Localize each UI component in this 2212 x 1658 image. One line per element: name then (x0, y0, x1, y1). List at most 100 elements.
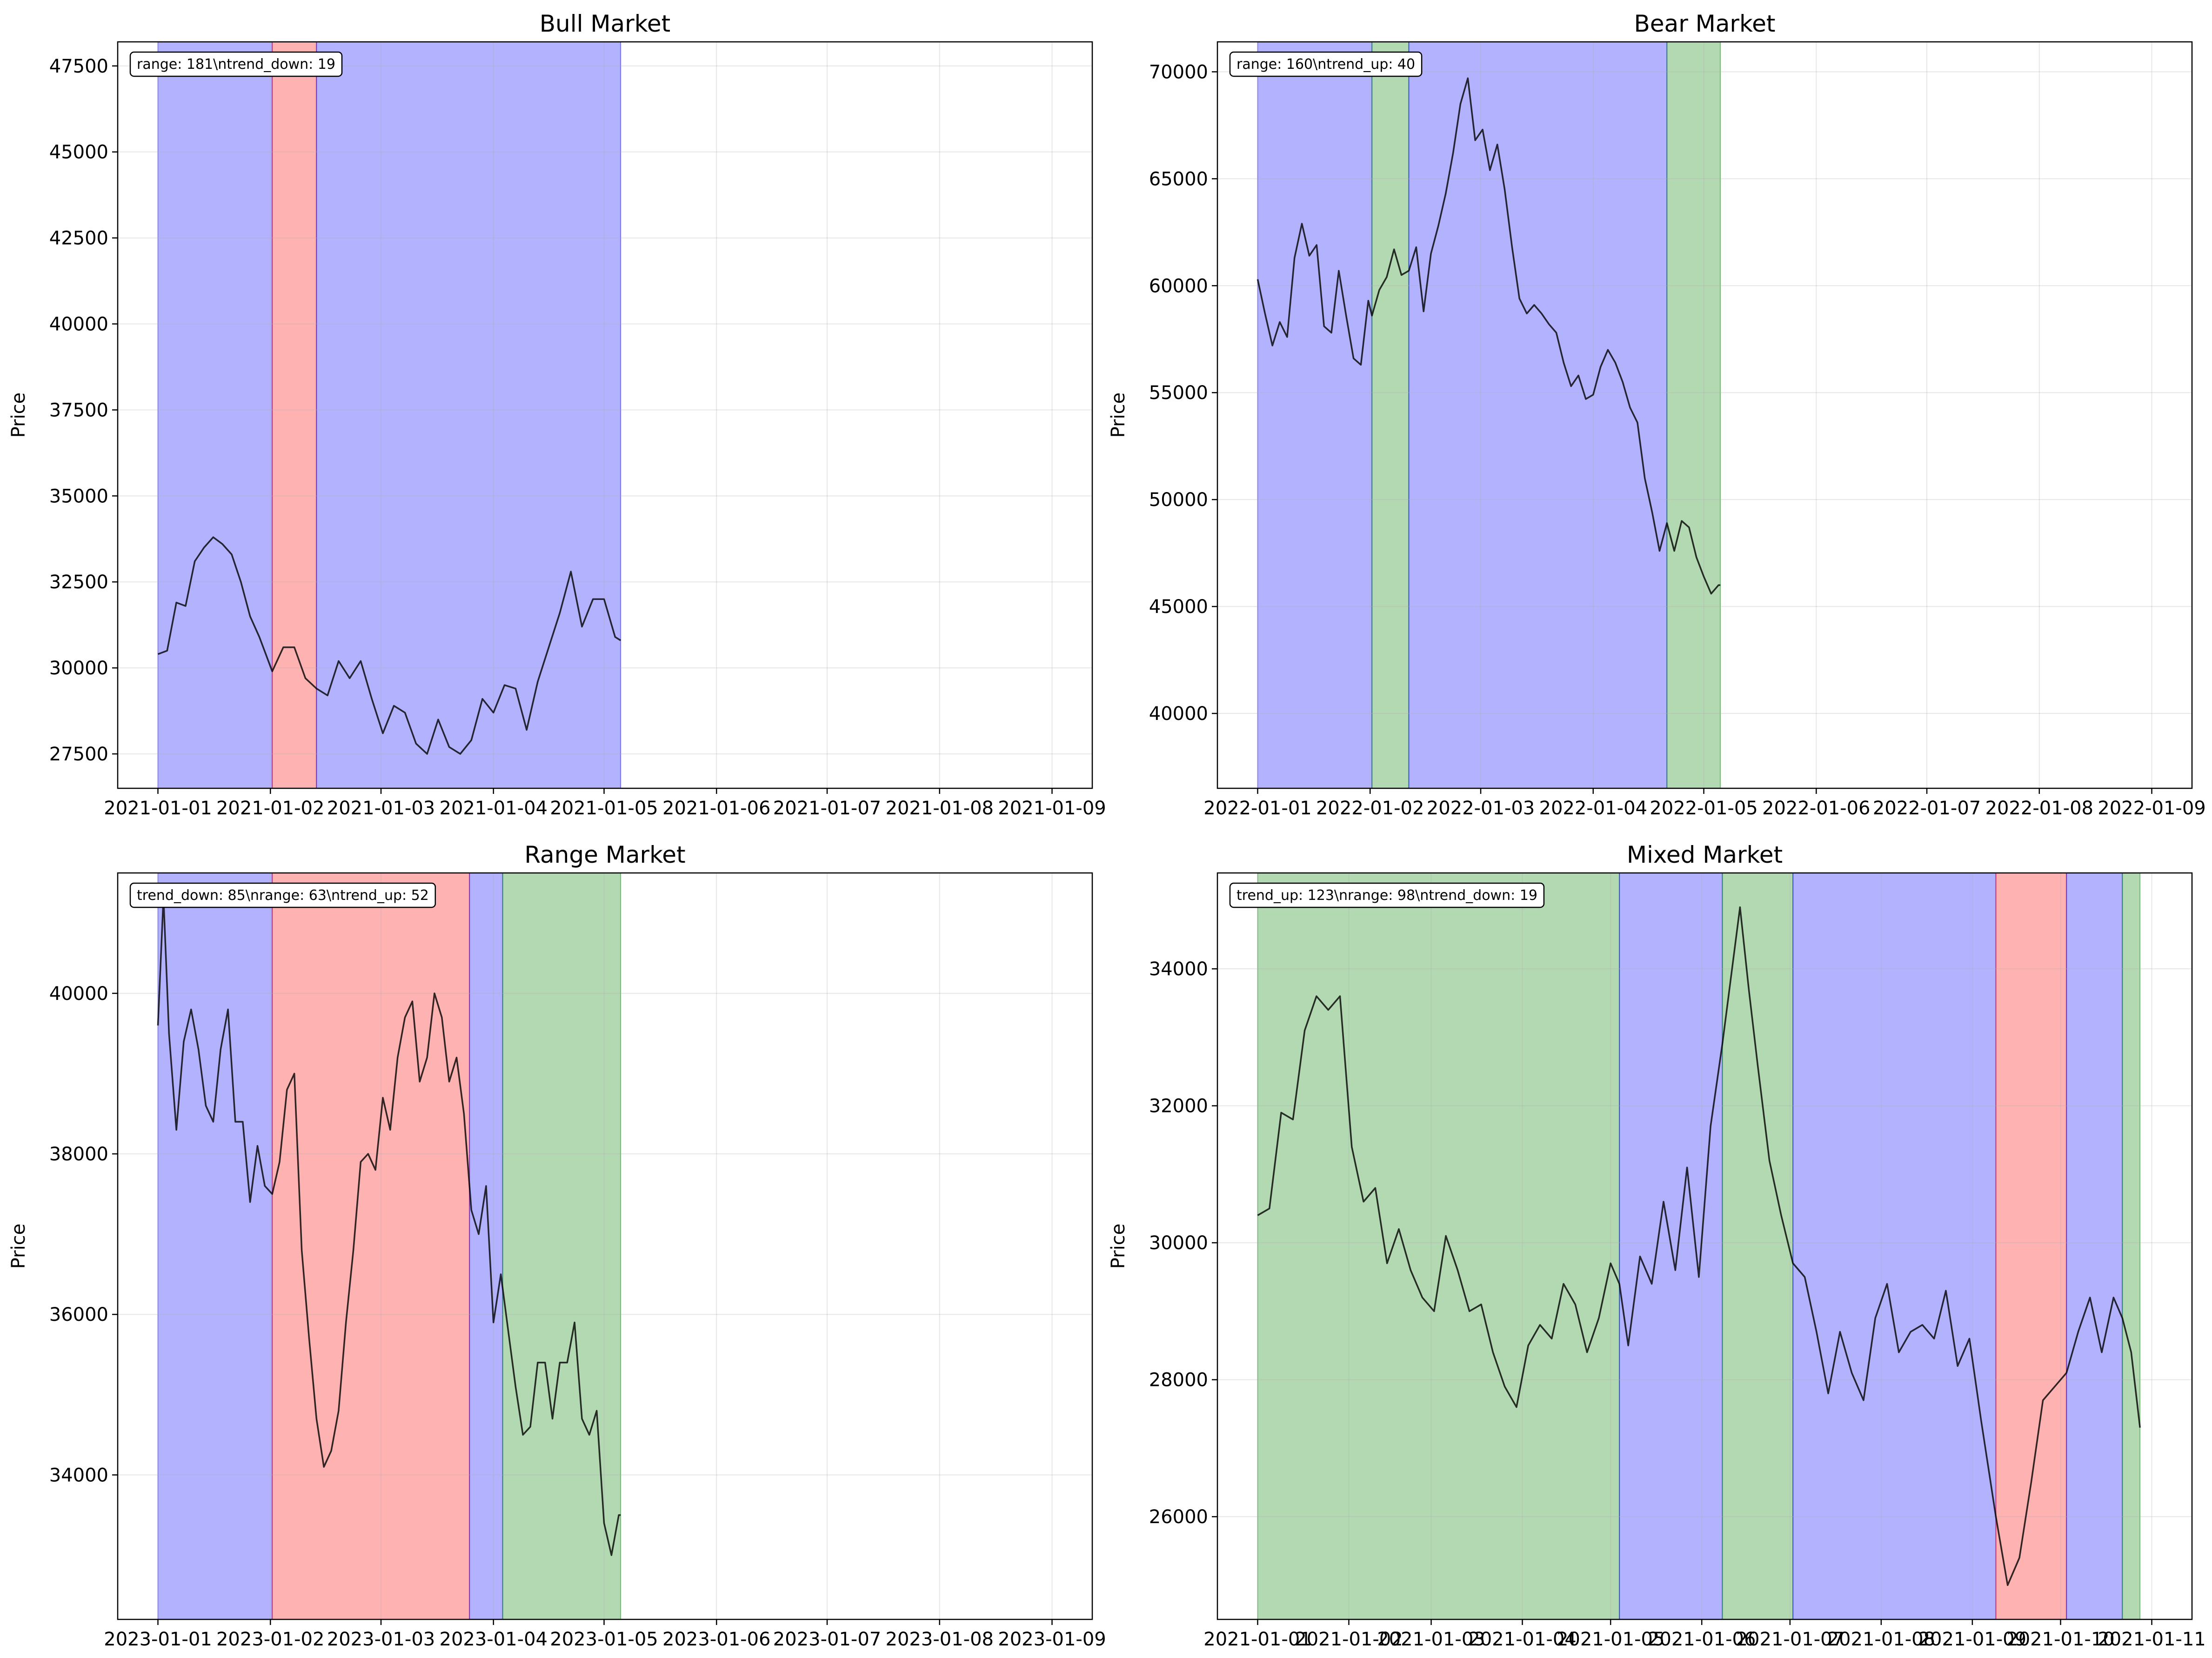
y-tick-label: 45000 (1149, 596, 1208, 618)
x-tick-label: 2023-01-03 (327, 1629, 435, 1650)
x-tick-label: 2022-01-01 (1203, 798, 1311, 819)
axes-frame (117, 872, 1093, 1620)
regime-count-annotation: range: 160\ntrend_up: 40 (1229, 51, 1423, 77)
x-tick-label: 2023-01-05 (550, 1629, 658, 1650)
annotation-text: range: 181\ntrend_down: 19 (137, 56, 335, 73)
y-tick-label: 30000 (1149, 1232, 1208, 1254)
y-tick-label: 40000 (49, 983, 108, 1005)
annotation-box (1229, 51, 1423, 77)
y-tick-label: 50000 (1149, 489, 1208, 511)
subplot-title: Bull Market (540, 10, 671, 37)
y-tick-label: 60000 (1149, 275, 1208, 297)
regime-band-range (157, 42, 273, 788)
y-tick-label: 40000 (49, 313, 108, 335)
regime-band-trend-up (1722, 873, 1794, 1619)
y-tick-label: 27500 (49, 744, 108, 765)
y-axis-label: Price (8, 1224, 29, 1269)
subplot-title: Range Market (524, 841, 685, 868)
regime-band-range (157, 873, 273, 1619)
x-tick-label: 2021-01-08 (1827, 1629, 1935, 1650)
x-tick-label: 2022-01-03 (1427, 798, 1535, 819)
y-tick-label: 70000 (1149, 61, 1208, 83)
x-tick-label: 2022-01-02 (1316, 798, 1424, 819)
price-series-line (157, 536, 621, 755)
annotation-text: trend_down: 85\nrange: 63\ntrend_up: 52 (137, 887, 429, 904)
x-tick-label: 2023-01-02 (216, 1629, 324, 1650)
x-tick-label: 2022-01-05 (1650, 798, 1758, 819)
x-tick-label: 2021-01-09 (1918, 1629, 2026, 1650)
plot-area (1217, 42, 2192, 788)
price-series-line (1257, 906, 2141, 1586)
subplot-title: Bear Market (1634, 10, 1775, 37)
y-tick-label: 65000 (1149, 168, 1208, 190)
y-axis-label: Price (1108, 393, 1129, 438)
y-tick-label: 32500 (49, 572, 108, 593)
subplot-1: 27500 30000 32500 35000 37500 40000 42500 45000… (8, 10, 1106, 819)
regime-band-range (2066, 873, 2123, 1619)
x-tick-label: 2022-01-08 (1985, 798, 2093, 819)
x-tick-label: 2021-01-09 (998, 798, 1106, 819)
y-tick-label: 26000 (1149, 1506, 1208, 1528)
regime-band-range (469, 873, 503, 1619)
regime-count-annotation: trend_up: 123\nrange: 98\ntrend_down: 19 (1229, 882, 1545, 908)
plot-area (118, 42, 1092, 788)
axes-frame (117, 41, 1093, 789)
x-tick-label: 2023-01-07 (773, 1629, 881, 1650)
axes-frame (1216, 41, 2193, 789)
y-tick-label: 30000 (49, 658, 108, 679)
x-tick-label: 2022-01-04 (1539, 798, 1647, 819)
x-tick-label: 2021-01-01 (104, 798, 212, 819)
x-tick-label: 2021-01-02 (1295, 1629, 1403, 1650)
x-tick-label: 2021-01-07 (1736, 1629, 1844, 1650)
x-tick-label: 2021-01-05 (1557, 1629, 1664, 1650)
y-tick-label: 42500 (49, 228, 108, 249)
y-tick-label: 35000 (49, 486, 108, 507)
x-tick-label: 2021-01-04 (440, 798, 548, 819)
x-tick-label: 2023-01-08 (886, 1629, 994, 1650)
price-series-line (1256, 77, 1721, 595)
subplot-title: Mixed Market (1627, 841, 1783, 868)
x-tick-label: 2023-01-06 (662, 1629, 770, 1650)
regime-band-trend-up (1371, 42, 1410, 788)
regime-band-range (1257, 42, 1373, 788)
x-tick-label: 2023-01-01 (104, 1629, 212, 1650)
x-tick-label: 2021-01-10 (2006, 1629, 2114, 1650)
regime-count-annotation: range: 181\ntrend_down: 19 (129, 51, 343, 77)
regime-band-range (1792, 873, 1997, 1619)
regime-band-trend-down (272, 42, 317, 788)
regime-band-trend-up (502, 873, 621, 1619)
x-tick-label: 2022-01-06 (1762, 798, 1870, 819)
annotation-text: range: 160\ntrend_up: 40 (1236, 56, 1415, 73)
y-tick-label: 36000 (49, 1304, 108, 1325)
y-tick-label: 34000 (1149, 959, 1208, 980)
subplot-3: 34000 36000 38000 40000 2023-01-01 2023-01-02… (8, 841, 1106, 1650)
regime-band-trend-down (272, 873, 470, 1619)
subplot-2: 40000 45000 50000 55000 60000 65000 70000 2022-… (1108, 10, 2206, 819)
y-tick-label: 32000 (1149, 1096, 1208, 1117)
y-tick-label: 28000 (1149, 1370, 1208, 1391)
y-axis-label: Price (8, 393, 29, 438)
x-tick-label: 2021-01-02 (216, 798, 324, 819)
y-tick-label: 40000 (1149, 703, 1208, 725)
y-tick-label: 45000 (49, 142, 108, 163)
y-axis-label: Price (1108, 1224, 1129, 1269)
regime-band-trend-up (1666, 42, 1721, 788)
y-tick-label: 55000 (1149, 382, 1208, 404)
subplot-4: 26000280003000032000340002021-01-012021-… (1108, 841, 2206, 1650)
x-tick-label: 2021-01-04 (1468, 1629, 1576, 1650)
x-tick-label: 2021-01-06 (1648, 1629, 1756, 1650)
x-tick-label: 2021-01-06 (662, 798, 770, 819)
x-tick-label: 2023-01-04 (440, 1629, 548, 1650)
axes-frame (1216, 872, 2193, 1620)
regime-count-annotation: trend_down: 85\nrange: 63\ntrend_up: 52 (129, 882, 436, 908)
annotation-box (1229, 882, 1545, 908)
y-tick-label: 47500 (49, 56, 108, 77)
annotation-box (129, 882, 436, 908)
x-tick-label: 2021-01-11 (2098, 1629, 2205, 1650)
plot-area (1217, 873, 2192, 1619)
regime-band-trend-up (1257, 873, 1620, 1619)
x-tick-label: 2023-01-09 (998, 1629, 1106, 1650)
y-tick-label: 38000 (49, 1144, 108, 1165)
regime-band-trend-up (2122, 873, 2141, 1619)
